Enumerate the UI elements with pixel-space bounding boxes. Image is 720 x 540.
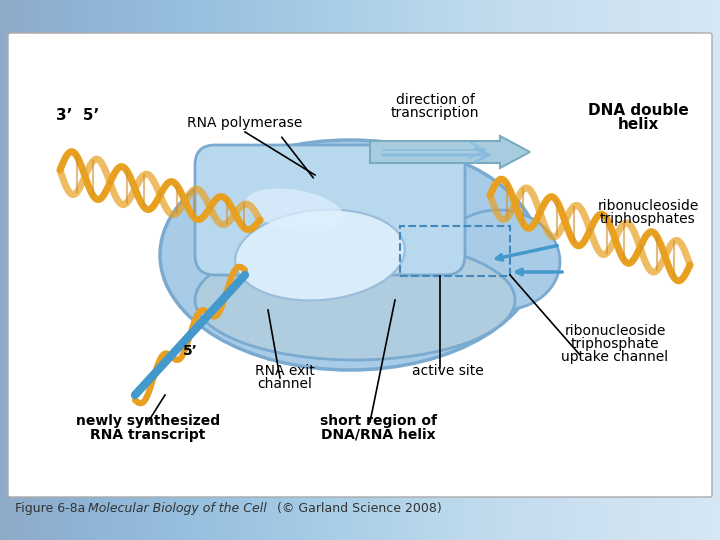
- FancyBboxPatch shape: [195, 145, 465, 275]
- Text: RNA polymerase: RNA polymerase: [187, 116, 302, 130]
- FancyArrowPatch shape: [383, 148, 489, 162]
- Ellipse shape: [246, 188, 344, 232]
- Text: triphosphates: triphosphates: [600, 212, 696, 226]
- Text: (© Garland Science 2008): (© Garland Science 2008): [273, 502, 442, 515]
- Text: active site: active site: [412, 364, 484, 378]
- Text: direction of: direction of: [395, 93, 474, 107]
- Ellipse shape: [440, 210, 560, 310]
- Ellipse shape: [231, 187, 428, 273]
- Text: Figure 6-8a: Figure 6-8a: [15, 502, 86, 515]
- Ellipse shape: [195, 240, 515, 360]
- Text: 3’  5’: 3’ 5’: [56, 108, 99, 123]
- Text: RNA exit: RNA exit: [255, 364, 315, 378]
- Bar: [400, 226, 510, 276]
- Text: channel: channel: [258, 377, 312, 391]
- Text: transcription: transcription: [391, 106, 480, 120]
- Text: DNA double: DNA double: [588, 103, 688, 118]
- Text: newly synthesized: newly synthesized: [76, 414, 220, 428]
- FancyBboxPatch shape: [8, 33, 712, 497]
- Text: 5’: 5’: [183, 344, 197, 358]
- Text: short region of: short region of: [320, 414, 436, 428]
- Ellipse shape: [160, 140, 540, 370]
- Text: Molecular Biology of the Cell: Molecular Biology of the Cell: [88, 502, 266, 515]
- Text: ribonucleoside: ribonucleoside: [598, 199, 698, 213]
- Text: helix: helix: [617, 117, 659, 132]
- FancyArrow shape: [370, 136, 530, 168]
- Text: triphosphate: triphosphate: [571, 337, 660, 351]
- Text: uptake channel: uptake channel: [562, 350, 669, 364]
- Text: RNA transcript: RNA transcript: [90, 428, 206, 442]
- Text: DNA/RNA helix: DNA/RNA helix: [320, 428, 436, 442]
- Text: ribonucleoside: ribonucleoside: [564, 324, 666, 338]
- Ellipse shape: [235, 210, 405, 300]
